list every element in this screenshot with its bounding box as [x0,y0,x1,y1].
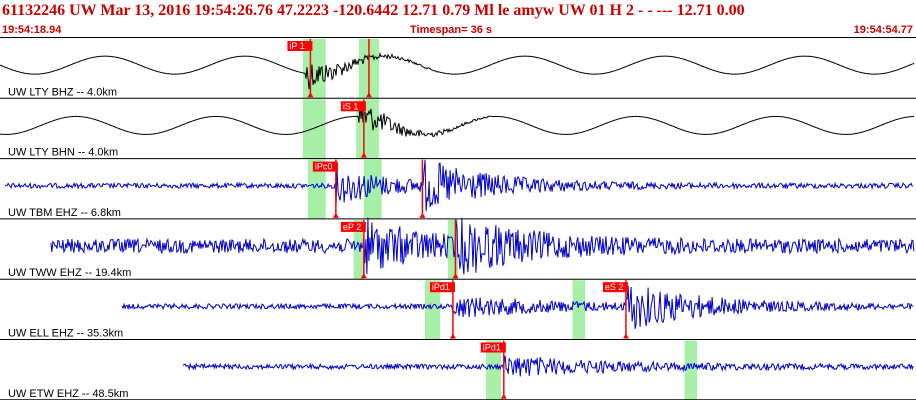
station-label: UW LTY BHZ -- 4.0km [8,86,117,98]
waveform-trace [4,159,914,212]
waveform-trace [121,285,914,329]
trace-panel[interactable]: iS 1 UW LTY BHN -- 4.0km [0,99,916,160]
timespan-label: Timespan= 36 s [410,24,493,36]
event-title: 61132246 UW Mar 13, 2016 19:54:26.76 47.… [2,2,745,19]
pick-arrow [419,212,426,218]
station-label: UW ETW EHZ -- 48.5km [8,388,128,400]
start-time: 19:54:18.94 [2,24,62,36]
trace-panel[interactable]: iPd1 eS 2 UW ELL EHZ -- 35.3km [0,280,916,340]
pick-label: iS 1 [343,101,359,111]
pick-arrow [622,333,629,339]
station-label: UW TBM EHZ -- 6.8km [8,207,121,219]
pick-arrow [500,393,507,399]
event-header: 61132246 UW Mar 13, 2016 19:54:26.76 47.… [0,0,916,38]
waveform-trace [50,217,915,275]
pick-label-box [602,282,628,293]
pick-label-box [480,342,506,353]
pick-window [447,219,458,280]
pick-label: iPc0 [315,162,333,172]
pick-label-box [340,221,366,232]
trace-panel[interactable]: iPc0 UW TBM EHZ -- 6.8km [0,159,916,220]
trace-panel[interactable]: eP 2 UW TWW EHZ -- 19.4km [0,217,916,280]
pick-arrow [360,273,367,279]
pick-arrow [452,273,459,279]
pick-window [424,280,441,340]
station-label: UW ELL EHZ -- 35.3km [8,328,123,340]
waveform-trace [182,355,914,377]
station-label: UW LTY BHN -- 4.0km [8,147,118,159]
pick-window [307,159,326,219]
pick-window [302,99,326,159]
pick-label-box [340,101,366,112]
pick-label: eP 2 [343,222,361,232]
pick-arrow [360,152,367,158]
station-label: UW TWW EHZ -- 19.4km [8,267,131,279]
pick-label: iP 1 [289,41,304,51]
pick-label-box [287,41,313,51]
end-time: 19:54:54.77 [853,24,913,36]
waveform-trace [0,51,915,90]
pick-arrow [365,92,372,98]
pick-label: iPd1 [483,343,501,353]
pick-label: eS 2 [605,282,624,292]
pick-window [353,219,364,280]
pick-arrow [307,92,314,98]
pick-label-box [429,282,455,293]
pick-window [485,340,502,400]
pick-window [684,340,698,400]
pick-arrow [332,212,339,218]
waveform-trace [0,104,914,138]
pick-label: iPd1 [432,282,450,292]
pick-arrow [449,333,456,339]
pick-label-box [312,161,338,172]
trace-panel[interactable]: iPd1 UW ETW EHZ -- 48.5km [0,340,916,400]
trace-panel[interactable]: iP 1 UW LTY BHZ -- 4.0km [0,39,916,99]
header-divider [0,37,916,38]
pick-window [363,159,382,219]
pick-window [572,280,586,340]
